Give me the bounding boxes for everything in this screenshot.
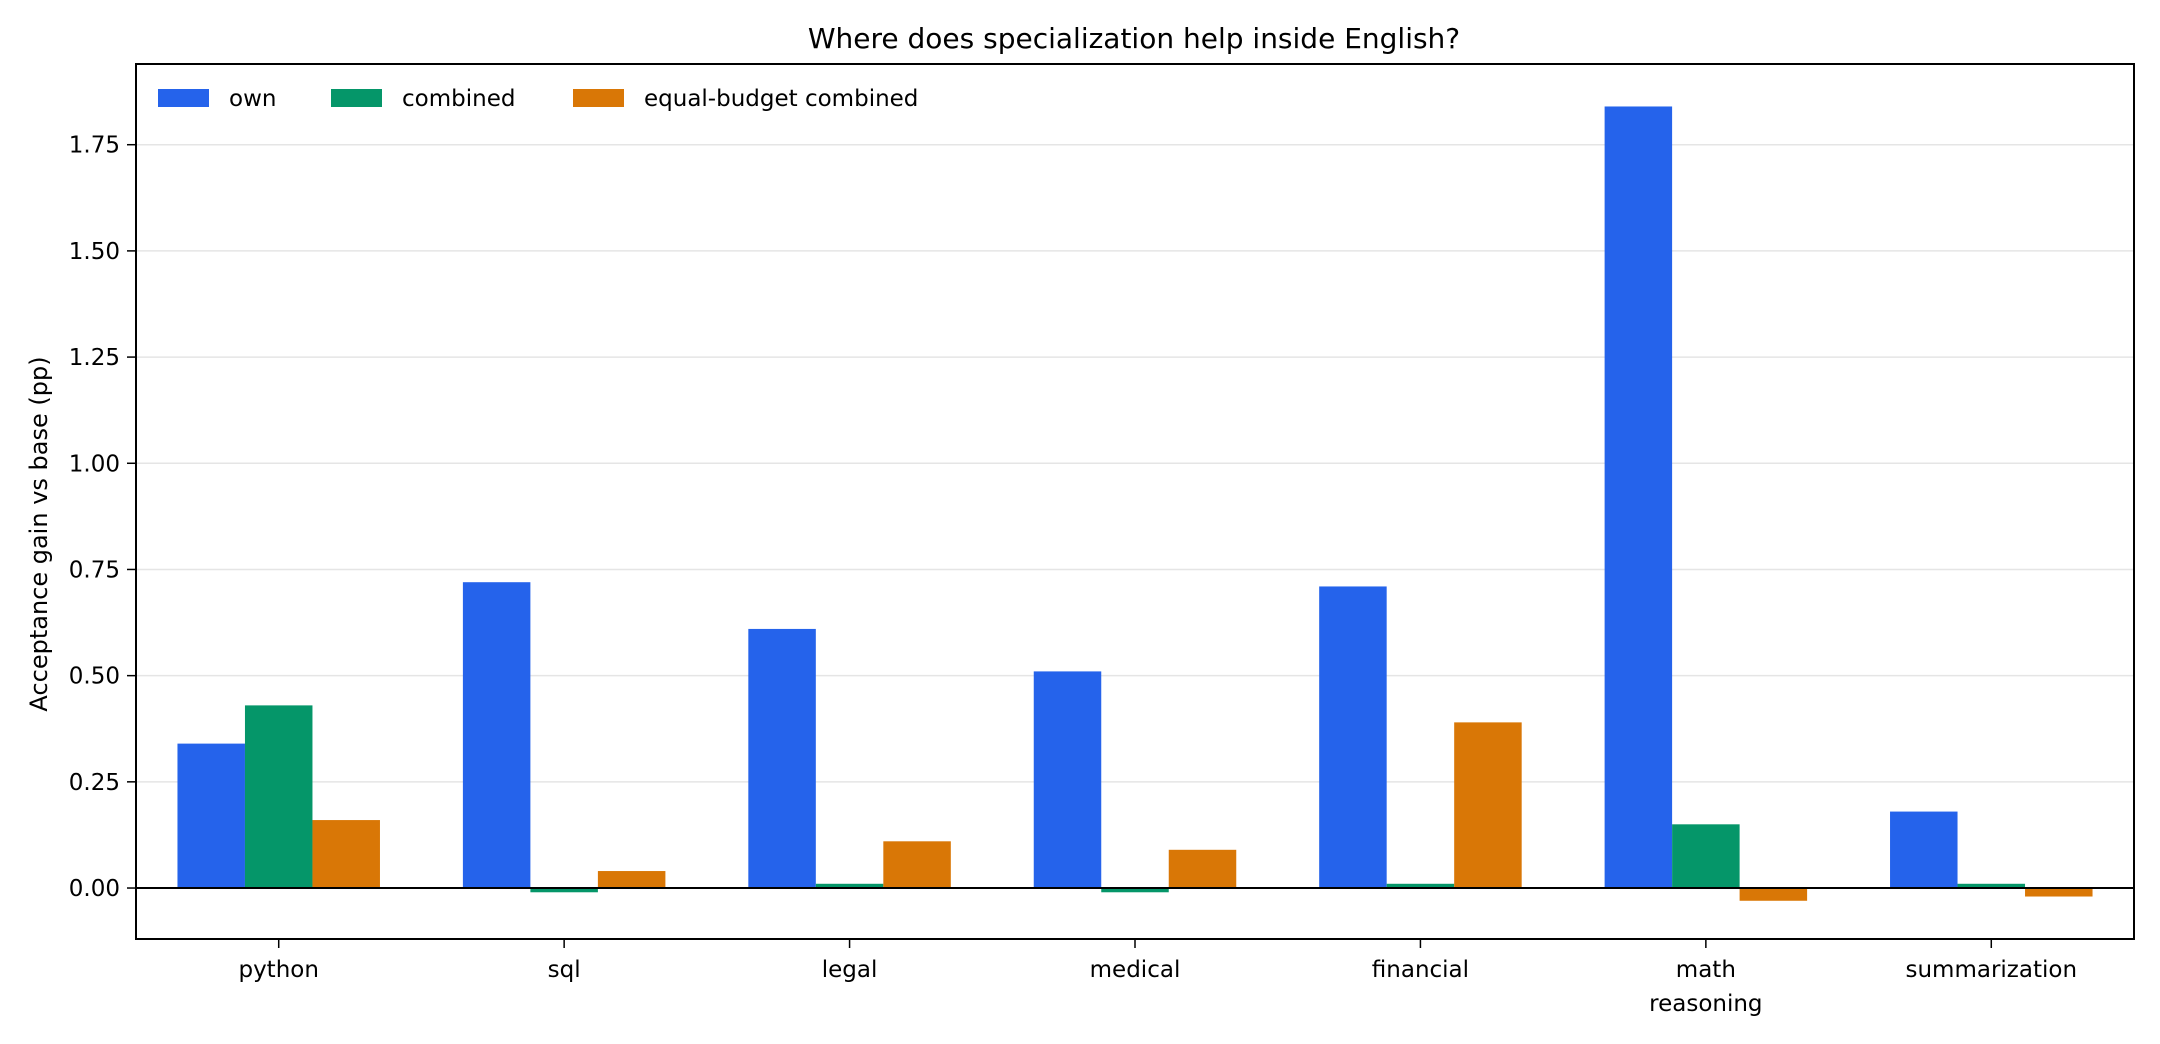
bar-own <box>748 628 816 889</box>
gridlines <box>136 143 2134 889</box>
chart-title: Where does specialization help inside En… <box>808 22 1460 55</box>
bar-own <box>1319 586 1387 889</box>
legend-label: equal-budget combined <box>644 86 918 112</box>
bar-equal-budget-combined <box>597 871 666 889</box>
x-tick-label: python <box>238 957 318 983</box>
bar-own <box>1890 811 1958 889</box>
bar-own <box>462 582 531 889</box>
bar-combined <box>1386 883 1455 889</box>
bar-own <box>1033 671 1102 889</box>
y-tick-label: 1.00 <box>69 451 120 477</box>
bar-own <box>1604 106 1673 889</box>
bars-group <box>177 106 2093 901</box>
y-tick-label: 0.75 <box>69 557 120 583</box>
bar-equal-budget-combined <box>1454 722 1522 889</box>
bar-equal-budget-combined <box>1168 849 1237 889</box>
bar-equal-budget-combined <box>312 820 380 889</box>
bar-combined <box>530 888 598 893</box>
bar-equal-budget-combined <box>883 841 951 889</box>
bar-combined <box>815 883 884 889</box>
y-tick-label: 0.25 <box>69 770 120 796</box>
x-tick-label: reasoning <box>1649 991 1762 1017</box>
legend-label: own <box>229 86 276 112</box>
legend-label: combined <box>402 86 515 112</box>
bar-equal-budget-combined <box>2025 888 2093 897</box>
x-tick-label: financial <box>1372 957 1469 983</box>
y-tick-label: 0.00 <box>69 876 120 902</box>
x-tick-label: sql <box>548 957 581 983</box>
bar-own <box>177 743 245 889</box>
legend: own combined equal-budget combined <box>158 86 918 112</box>
y-axis-label: Acceptance gain vs base (pp) <box>25 356 53 711</box>
y-tick-label: 1.25 <box>69 345 120 371</box>
x-tick-label: medical <box>1090 957 1181 983</box>
legend-swatch <box>573 89 624 107</box>
y-tick-label: 1.50 <box>69 239 120 265</box>
y-tick-label: 1.75 <box>69 133 120 159</box>
y-ticks: 0.00 0.25 0.50 0.75 1.00 1.25 1.50 1.75 <box>69 133 136 902</box>
x-tick-label: legal <box>822 957 878 983</box>
x-tick-label: summarization <box>1906 957 2078 983</box>
y-tick-label: 0.50 <box>69 664 120 690</box>
bar-combined <box>244 705 313 889</box>
legend-swatch <box>158 89 209 107</box>
bar-equal-budget-combined <box>1739 888 1808 901</box>
bar-combined <box>1672 824 1740 889</box>
legend-swatch <box>331 89 382 107</box>
bar-combined <box>1957 883 2026 889</box>
x-tick-label: math <box>1676 957 1736 983</box>
bar-combined <box>1101 888 1169 893</box>
x-ticks: python sql legal medical financial math reason… <box>238 939 2077 1017</box>
plot-frame <box>135 63 2135 940</box>
